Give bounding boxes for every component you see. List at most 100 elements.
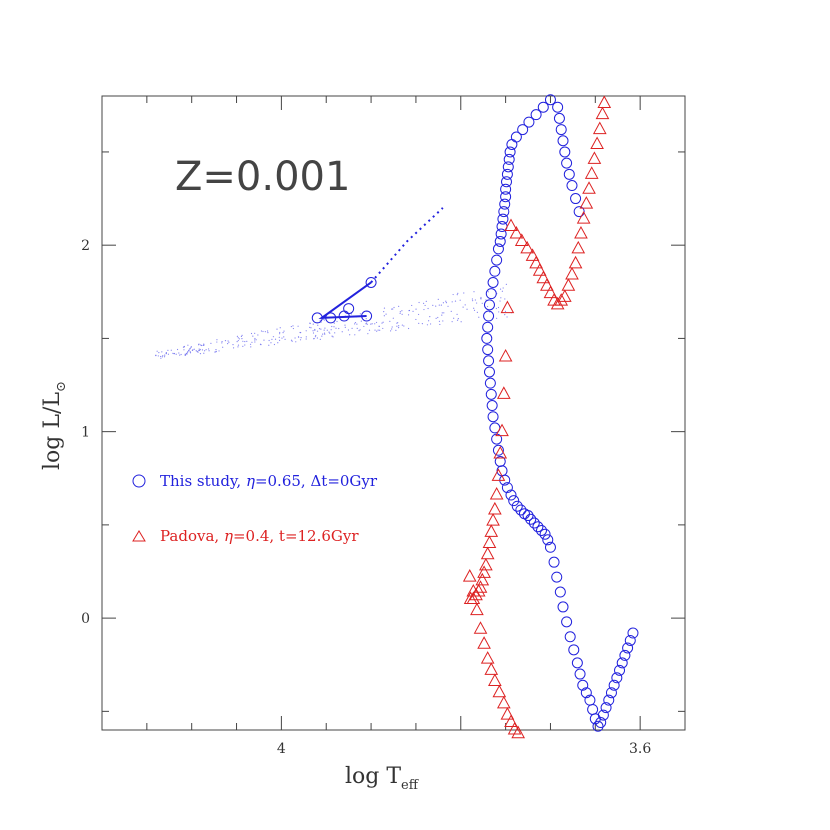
dust-point — [392, 308, 394, 310]
dust-point — [499, 288, 502, 290]
point-circle — [539, 528, 551, 540]
series-group — [318, 281, 372, 320]
dust-point — [199, 348, 201, 351]
dust-point — [255, 339, 257, 341]
dust-point — [215, 351, 217, 353]
point-triangle — [584, 166, 599, 179]
point-triangle — [477, 565, 491, 578]
point-triangle — [484, 524, 499, 537]
dust-point — [476, 302, 478, 304]
dust-point — [462, 306, 464, 308]
dust-point — [160, 357, 162, 359]
dust-point — [172, 352, 174, 354]
dust-point — [371, 323, 373, 325]
dust-point — [252, 335, 254, 337]
dust-point — [368, 329, 371, 331]
dust-point — [480, 297, 482, 300]
x-tick-label: 4 — [277, 741, 286, 757]
point-circle — [627, 627, 639, 639]
dust-point — [329, 332, 331, 334]
point-circle — [530, 109, 542, 121]
dust-point — [238, 338, 240, 340]
point-triangle — [576, 211, 591, 224]
dust-point — [264, 331, 266, 333]
dust-point — [267, 332, 269, 334]
dust-point — [192, 349, 194, 351]
dust-point — [391, 328, 393, 330]
point-triangle — [543, 285, 558, 299]
dust-point — [453, 317, 455, 319]
dust-point — [411, 304, 413, 307]
dust-point — [278, 336, 280, 338]
dust-point — [186, 353, 188, 355]
point-circle — [544, 541, 556, 553]
dust-point — [279, 331, 281, 334]
dust-point — [437, 316, 439, 319]
dust-point — [351, 327, 353, 329]
point-circle — [561, 616, 573, 628]
dust-point — [300, 337, 302, 339]
point-circle — [528, 517, 540, 529]
dust-point — [232, 343, 234, 346]
dust-point — [187, 351, 189, 353]
point-triangle — [477, 636, 491, 649]
dust-point — [266, 330, 269, 332]
dust-point — [486, 305, 489, 308]
point-circle — [506, 138, 518, 150]
dust-point — [173, 353, 175, 355]
point-triangle — [590, 136, 604, 149]
dust-point — [408, 310, 410, 312]
dust-point — [451, 301, 453, 303]
dust-point — [437, 298, 439, 300]
dust-point — [324, 333, 326, 335]
dust-point — [440, 304, 442, 306]
point-triangle — [514, 233, 529, 246]
dust-point — [356, 323, 358, 325]
dust-point — [504, 310, 507, 312]
dust-point — [344, 326, 346, 328]
dust-point — [326, 329, 328, 331]
dust-point — [236, 335, 238, 337]
dust-point — [471, 298, 474, 300]
point-circle — [500, 191, 512, 203]
dust-point — [218, 350, 220, 352]
dust-point — [319, 338, 321, 340]
point-circle — [492, 243, 504, 255]
dust-point — [385, 313, 387, 315]
dust-point — [316, 330, 319, 332]
dust-point — [175, 353, 177, 355]
dust-point — [349, 334, 351, 336]
dust-point — [391, 308, 393, 310]
dust-point — [333, 322, 335, 324]
point-circle — [559, 146, 571, 158]
point-circle — [484, 377, 496, 389]
dust-point — [268, 344, 270, 346]
dust-point — [423, 308, 425, 311]
dust-point — [429, 316, 431, 318]
dust-point — [323, 332, 326, 334]
dust-point — [456, 313, 458, 316]
point-triangle — [484, 662, 499, 675]
dust-point — [167, 349, 169, 352]
point-triangle — [504, 218, 518, 232]
dust-point — [504, 298, 506, 300]
dust-point — [481, 302, 483, 304]
point-circle — [571, 657, 583, 669]
point-triangle — [582, 181, 596, 194]
dust-point — [328, 331, 330, 333]
point-circle — [551, 571, 563, 583]
point-triangle — [547, 293, 561, 306]
dust-point — [183, 345, 185, 348]
dust-point — [320, 328, 322, 330]
point-triangle — [504, 714, 518, 728]
dust-point — [300, 331, 302, 334]
dust-point — [401, 313, 403, 315]
dust-point — [341, 331, 343, 333]
point-triangle — [500, 707, 515, 720]
dust-point — [155, 354, 157, 357]
dust-point — [466, 308, 468, 310]
point-triangle — [550, 296, 565, 310]
dust-point — [338, 327, 340, 330]
dust-point — [407, 314, 410, 316]
